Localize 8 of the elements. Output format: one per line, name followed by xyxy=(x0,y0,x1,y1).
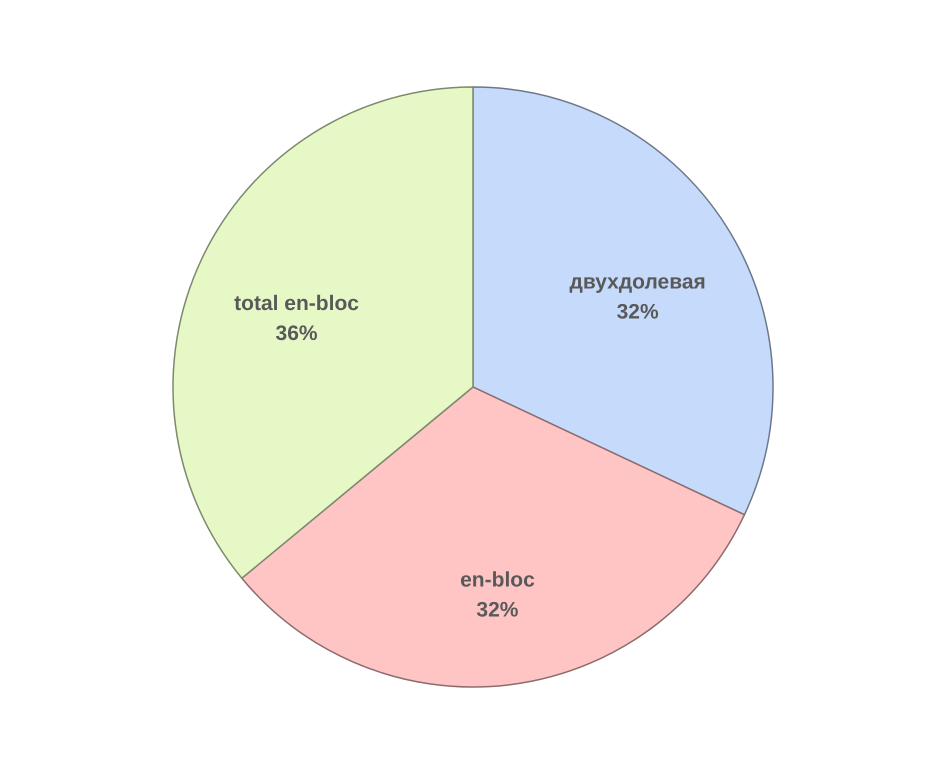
data-label: 36% xyxy=(276,322,318,345)
pie-slice xyxy=(472,86,774,516)
data-label: 32% xyxy=(476,598,519,622)
slice-label: total en-bloc xyxy=(234,292,360,315)
slice-label: en-bloc xyxy=(460,568,536,592)
slice-label: двухдолевая xyxy=(570,270,706,294)
data-label: 32% xyxy=(616,300,659,324)
pie-slice xyxy=(241,386,746,688)
